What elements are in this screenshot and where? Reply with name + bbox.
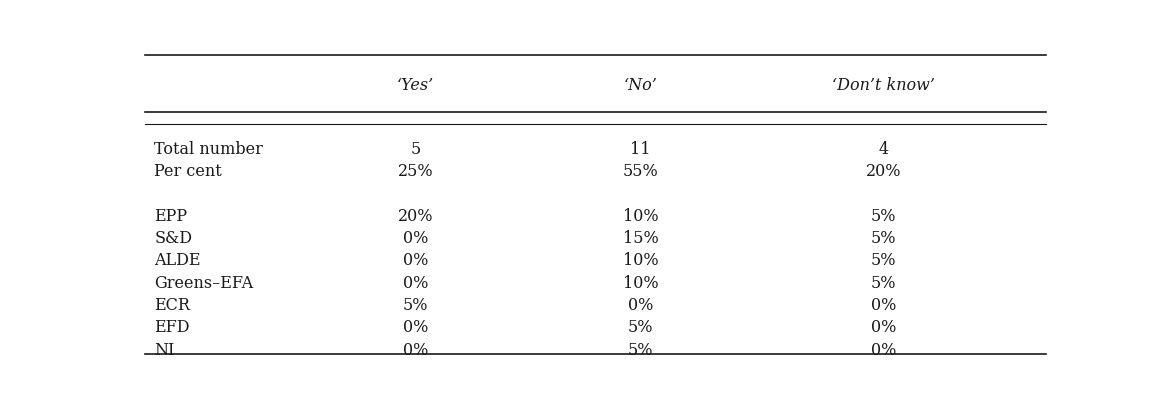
Text: 10%: 10%	[623, 208, 659, 225]
Text: 0%: 0%	[872, 342, 896, 359]
Text: 0%: 0%	[403, 320, 428, 337]
Text: 15%: 15%	[623, 230, 659, 247]
Text: ALDE: ALDE	[155, 252, 201, 270]
Text: S&D: S&D	[155, 230, 192, 247]
Text: 0%: 0%	[403, 342, 428, 359]
Text: ECR: ECR	[155, 297, 191, 314]
Text: Per cent: Per cent	[155, 163, 222, 180]
Text: 5%: 5%	[872, 275, 896, 292]
Text: 55%: 55%	[623, 163, 659, 180]
Text: 10%: 10%	[623, 275, 659, 292]
Text: 5%: 5%	[872, 230, 896, 247]
Text: 11: 11	[630, 141, 651, 158]
Text: 25%: 25%	[397, 163, 433, 180]
Text: 0%: 0%	[403, 275, 428, 292]
Text: 0%: 0%	[627, 297, 653, 314]
Text: 4: 4	[878, 141, 889, 158]
Text: 5: 5	[410, 141, 421, 158]
Text: NI: NI	[155, 342, 174, 359]
Text: Total number: Total number	[155, 141, 263, 158]
Text: EFD: EFD	[155, 320, 189, 337]
Text: 0%: 0%	[872, 297, 896, 314]
Text: 20%: 20%	[866, 163, 902, 180]
Text: ‘Don’t know’: ‘Don’t know’	[832, 77, 935, 94]
Text: 0%: 0%	[872, 320, 896, 337]
Text: 0%: 0%	[403, 230, 428, 247]
Text: 5%: 5%	[403, 297, 428, 314]
Text: Greens–EFA: Greens–EFA	[155, 275, 253, 292]
Text: 20%: 20%	[397, 208, 433, 225]
Text: ‘Yes’: ‘Yes’	[396, 77, 435, 94]
Text: 5%: 5%	[872, 208, 896, 225]
Text: EPP: EPP	[155, 208, 187, 225]
Text: 5%: 5%	[872, 252, 896, 270]
Text: 0%: 0%	[403, 252, 428, 270]
Text: 5%: 5%	[627, 342, 653, 359]
Text: ‘No’: ‘No’	[624, 77, 658, 94]
Text: 10%: 10%	[623, 252, 659, 270]
Text: 5%: 5%	[627, 320, 653, 337]
